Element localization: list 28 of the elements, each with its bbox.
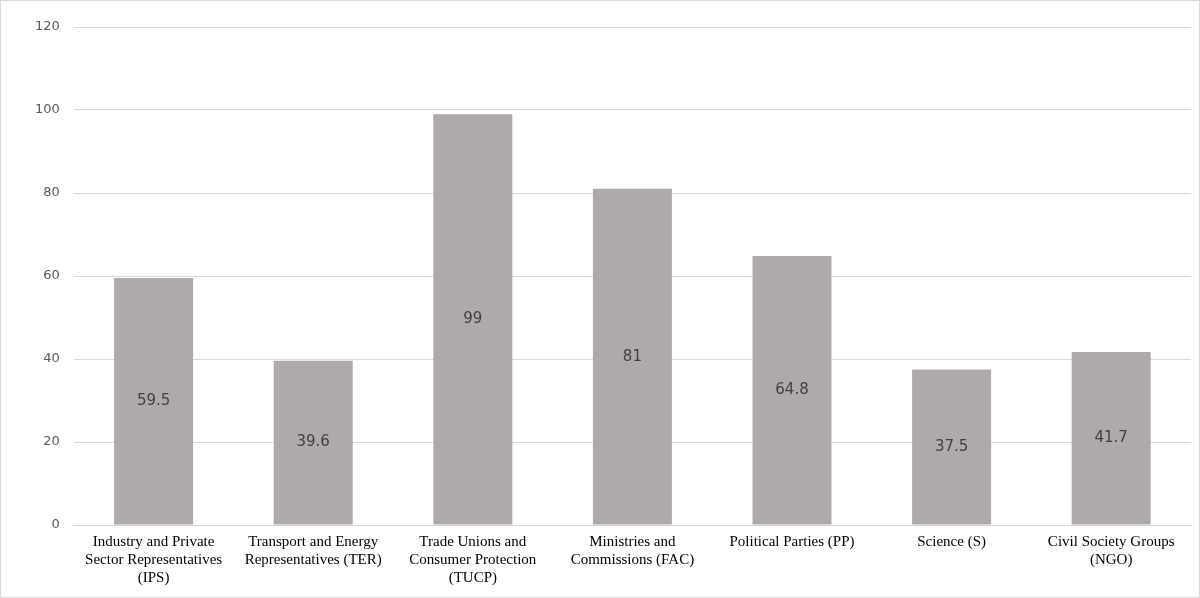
bar xyxy=(752,256,832,525)
y-tick-label: 100 xyxy=(34,101,60,117)
y-tick-label: 20 xyxy=(43,433,60,449)
data-label: 81 xyxy=(622,346,642,365)
bar xyxy=(592,188,672,525)
data-label: 99 xyxy=(463,309,483,328)
y-tick-label: 120 xyxy=(34,18,60,34)
x-tick-label: Civil Society Groups (NGO) xyxy=(1047,532,1175,568)
data-label: 39.6 xyxy=(296,432,330,451)
data-label: 41.7 xyxy=(1094,428,1128,447)
data-label: 64.8 xyxy=(775,380,809,399)
x-tick-label: Transport and Energy Representatives (TER) xyxy=(244,532,382,568)
data-label: 37.5 xyxy=(934,436,969,455)
bar xyxy=(1071,351,1151,525)
x-tick-label: Industry and Private Sector Representatives (IPS) xyxy=(85,532,223,586)
data-label: 59.5 xyxy=(136,391,171,410)
x-tick-label: Ministries and Commissions (FAC) xyxy=(570,532,695,568)
y-tick-label: 80 xyxy=(43,184,60,200)
x-tick-label: Political Parties (PP) xyxy=(729,532,855,550)
bar xyxy=(433,114,513,525)
y-tick-label: 0 xyxy=(51,516,60,532)
bar xyxy=(273,360,353,525)
y-tick-label: 40 xyxy=(43,350,60,366)
bar xyxy=(114,278,194,525)
y-tick-label: 60 xyxy=(43,267,60,283)
bar xyxy=(912,369,992,525)
x-tick-label: Science (S) xyxy=(917,532,986,550)
x-tick-label: Trade Unions and Consumer Protection (TUCP) xyxy=(409,532,537,586)
